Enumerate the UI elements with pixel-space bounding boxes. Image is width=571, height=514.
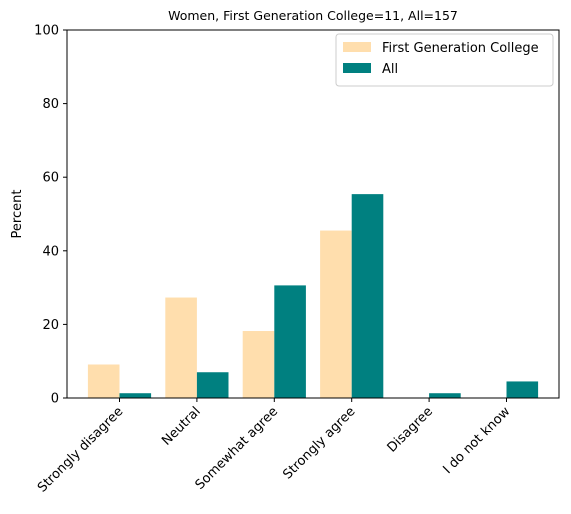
bar-all-0 (119, 393, 152, 398)
x-tick-label: Disagree (385, 404, 436, 455)
y-tick-label: 20 (42, 318, 59, 333)
legend-box (335, 33, 554, 87)
legend-swatch (343, 42, 371, 52)
y-tick-label: 100 (34, 24, 59, 39)
bar-first-generation-1 (165, 297, 197, 398)
bar-all-1 (196, 372, 229, 398)
bar-all-5 (506, 381, 539, 398)
y-tick-label: 40 (42, 244, 59, 259)
plot-frame (66, 29, 560, 399)
legend-entry: First Generation College (382, 41, 539, 56)
legend-entry: All (382, 62, 398, 77)
bar-all-2 (274, 285, 306, 398)
x-tick-label: I do not know (440, 404, 513, 477)
bar-first-generation-2 (242, 331, 275, 398)
legend-swatch (343, 63, 371, 73)
bar-all-3 (351, 194, 384, 398)
bar-all-4 (429, 393, 461, 398)
y-tick-label: 80 (42, 97, 59, 112)
bars-group (87, 194, 539, 398)
x-tick-label: Neutral (159, 404, 204, 449)
y-tick-label: 60 (42, 171, 59, 186)
chart-title: Women, First Generation College=11, All=… (168, 8, 458, 23)
x-tick-label: Strongly disagree (35, 404, 126, 495)
bar-first-generation-3 (320, 230, 352, 398)
bar-first-generation-0 (87, 364, 120, 398)
y-axis: 0 20 40 60 80 100 (34, 24, 67, 407)
y-tick-label: 0 (51, 392, 59, 407)
legend: First Generation College All (335, 33, 554, 87)
x-tick-label: Somewhat agree (193, 404, 282, 493)
y-axis-label: Percent (10, 190, 25, 239)
x-tick-label: Strongly agree (280, 404, 358, 482)
